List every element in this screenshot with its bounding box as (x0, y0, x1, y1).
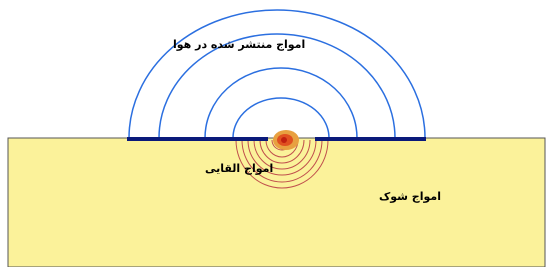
air-wave-arcs (129, 10, 425, 138)
induced-waves-label: امواج القایی (205, 162, 273, 176)
ground (8, 138, 545, 267)
explosion (273, 130, 299, 150)
air-waves-label: امواج منتشر شده در هوا (173, 38, 305, 52)
diagram: امواج منتشر شده در هوا امواج القایی اموا… (0, 0, 552, 267)
shock-waves-label: امواج شوک (379, 190, 441, 204)
